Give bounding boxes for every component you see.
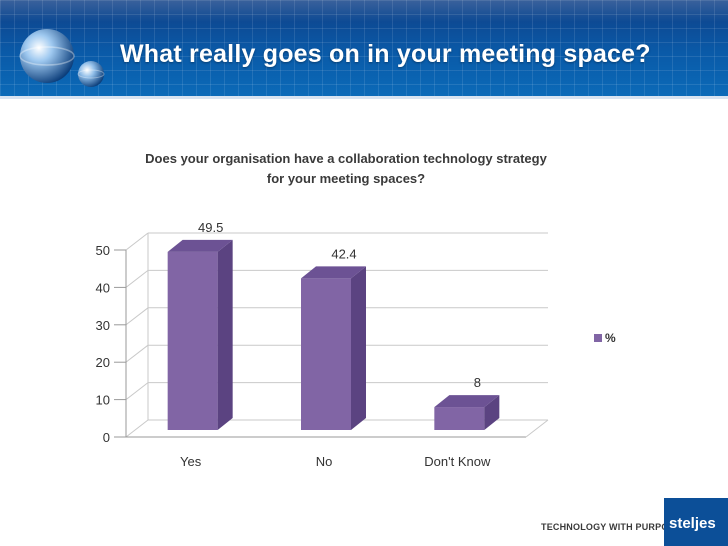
globe-logo-icon [19, 29, 105, 87]
data-label: 8 [474, 375, 481, 390]
bar-chart: Does your organisation have a collaborat… [96, 151, 616, 469]
side-gridline [125, 270, 149, 288]
banner-shine [0, 0, 728, 22]
banner-rule [0, 96, 728, 99]
legend-label: % [605, 331, 616, 345]
data-label: 49.5 [198, 220, 223, 235]
y-tick-label: 0 [103, 430, 110, 445]
side-gridline [125, 344, 149, 363]
y-tick-label: 50 [96, 243, 110, 258]
bar-top-0 [167, 239, 233, 252]
brand-name: steljes [669, 515, 716, 532]
y-tick-label: 30 [96, 318, 110, 333]
bar-top-2 [434, 395, 500, 408]
x-tick-label: No [316, 454, 333, 469]
title-banner: What really goes on in your meeting spac… [0, 0, 728, 96]
bar-side-1 [351, 266, 366, 430]
side-gridline [125, 419, 149, 438]
y-tick-label: 10 [96, 393, 110, 408]
legend-swatch [594, 334, 602, 342]
chart-title-line: Does your organisation have a collaborat… [145, 151, 547, 166]
floor-edge [525, 419, 549, 438]
slide-title: What really goes on in your meeting spac… [120, 40, 651, 68]
bar-top-1 [301, 266, 366, 279]
x-tick-label: Yes [180, 454, 202, 469]
bar-front-0 [167, 251, 218, 430]
bar-side-2 [484, 395, 500, 430]
side-gridline [125, 307, 149, 326]
side-gridline [125, 232, 149, 251]
bar-front-1 [301, 278, 351, 430]
y-tick-label: 20 [96, 355, 110, 370]
footer-tagline: TECHNOLOGY WITH PURPOSE [541, 522, 681, 532]
x-tick-label: Don't Know [424, 454, 491, 469]
side-gridline [125, 382, 149, 400]
brand-logo: steljes [664, 498, 728, 546]
banner-grid-pattern [0, 0, 728, 96]
chart-title-line: for your meeting spaces? [267, 171, 425, 186]
bar-front-2 [434, 407, 485, 430]
bar-side-0 [217, 239, 233, 430]
y-tick-label: 40 [96, 280, 110, 295]
data-label: 42.4 [331, 246, 356, 261]
